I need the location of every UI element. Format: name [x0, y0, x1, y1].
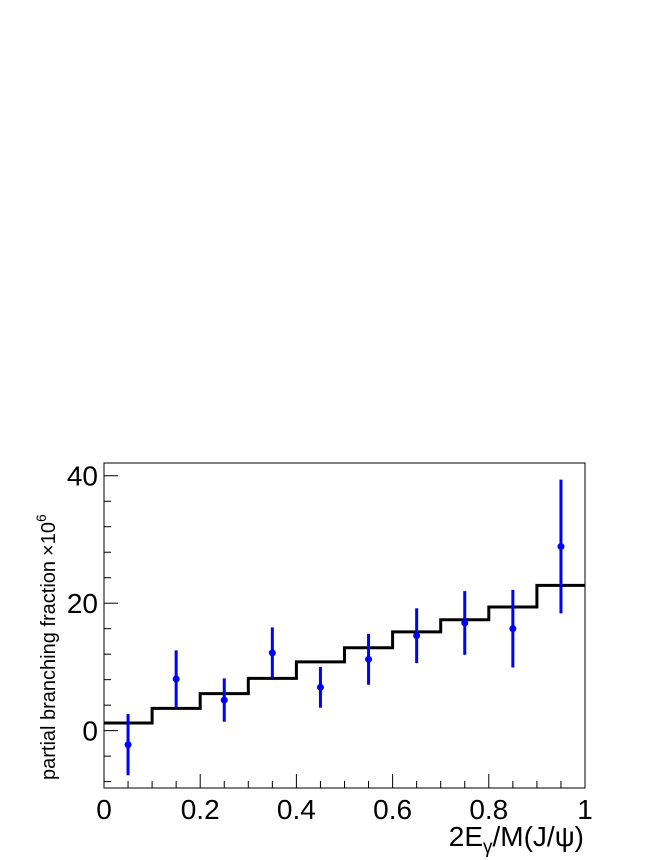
y-tick-label: 20 [67, 588, 98, 619]
x-tick-label: 0.4 [277, 794, 316, 825]
data-point [268, 649, 276, 657]
y-axis-title-power-exp: 6 [33, 514, 49, 522]
x-tick-label: 0.6 [373, 794, 412, 825]
x-tick-label: 0.2 [181, 794, 220, 825]
data-point [316, 683, 324, 691]
plot-area [104, 479, 585, 776]
y-axis-title-power-base: 10 [38, 522, 60, 544]
x-axis-title: 2Eγ/M(J/ψ) [449, 821, 584, 858]
model-step-histogram [104, 583, 585, 725]
x-axis: 0 0.2 0.4 0.6 0.8 1 [96, 774, 593, 825]
x-axis-title-base: 2E [449, 821, 483, 852]
data-point [461, 619, 469, 627]
data-point [172, 675, 180, 683]
data-point [509, 625, 517, 633]
x-tick-label: 0.8 [469, 794, 508, 825]
x-axis-title-sub: γ [483, 837, 493, 858]
y-axis-title-text: partial branching fraction [38, 561, 60, 780]
data-point [413, 632, 421, 640]
data-point [557, 542, 565, 550]
x-tick-label: 0 [96, 794, 112, 825]
data-point [220, 696, 228, 704]
y-axis: 0 20 40 [67, 461, 118, 783]
y-tick-label: 0 [82, 716, 98, 747]
x-tick-label: 1 [577, 794, 593, 825]
y-tick-label: 40 [67, 461, 98, 492]
x-axis-title-rest: /M(J/ψ) [493, 821, 585, 852]
y-axis-title: partial branching fraction ×106 [33, 514, 60, 780]
data-point [124, 741, 132, 749]
y-axis-title-times: × [38, 544, 60, 556]
data-point [365, 655, 373, 663]
